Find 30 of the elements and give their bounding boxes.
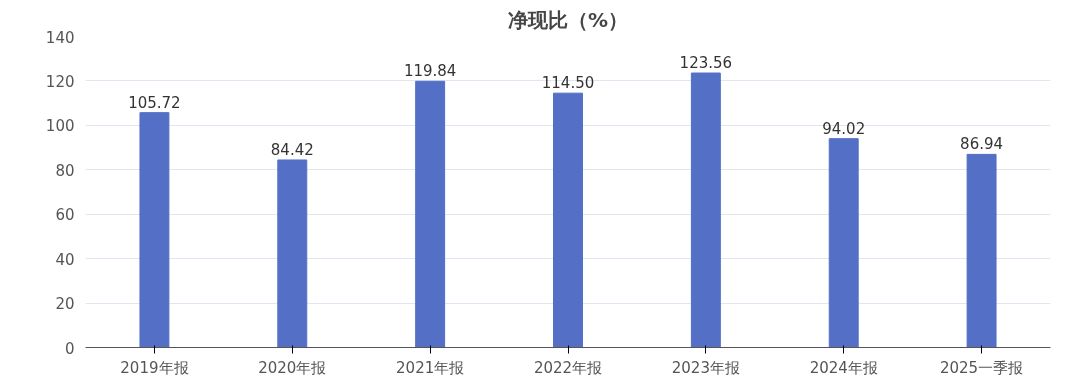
x-tick-label: 2020年报 <box>258 358 327 377</box>
data-label: 84.42 <box>270 140 314 159</box>
y-tick-label: 140 <box>45 28 75 47</box>
bar <box>690 72 721 348</box>
y-tick-label: 60 <box>55 206 75 225</box>
bar <box>139 112 170 348</box>
x-tick-label: 2022年报 <box>533 358 603 377</box>
bar <box>966 153 997 348</box>
y-tick-label: 20 <box>55 295 75 314</box>
data-label: 114.50 <box>541 74 595 93</box>
chart-title: 净现比（%） <box>507 7 629 32</box>
x-tick-label: 2019年报 <box>120 358 189 377</box>
x-tick-label: 2024年报 <box>809 358 878 377</box>
data-label: 105.72 <box>128 93 181 112</box>
x-tick-label: 2021年报 <box>396 358 465 377</box>
y-tick-label: 0 <box>64 339 75 358</box>
bar <box>277 159 308 348</box>
data-label: 123.56 <box>679 54 733 73</box>
bar <box>415 80 446 348</box>
data-label: 119.84 <box>403 62 457 81</box>
y-tick-label: 80 <box>55 161 75 180</box>
y-tick-label: 40 <box>55 250 75 269</box>
data-label: 86.94 <box>960 135 1004 154</box>
y-tick-label: 120 <box>45 72 75 91</box>
x-tick-label: 2025一季报 <box>939 358 1024 377</box>
data-label: 94.02 <box>822 119 866 138</box>
bar <box>828 138 859 348</box>
bar <box>553 92 583 348</box>
y-tick-label: 100 <box>45 117 75 136</box>
x-tick-label: 2023年报 <box>671 358 740 377</box>
